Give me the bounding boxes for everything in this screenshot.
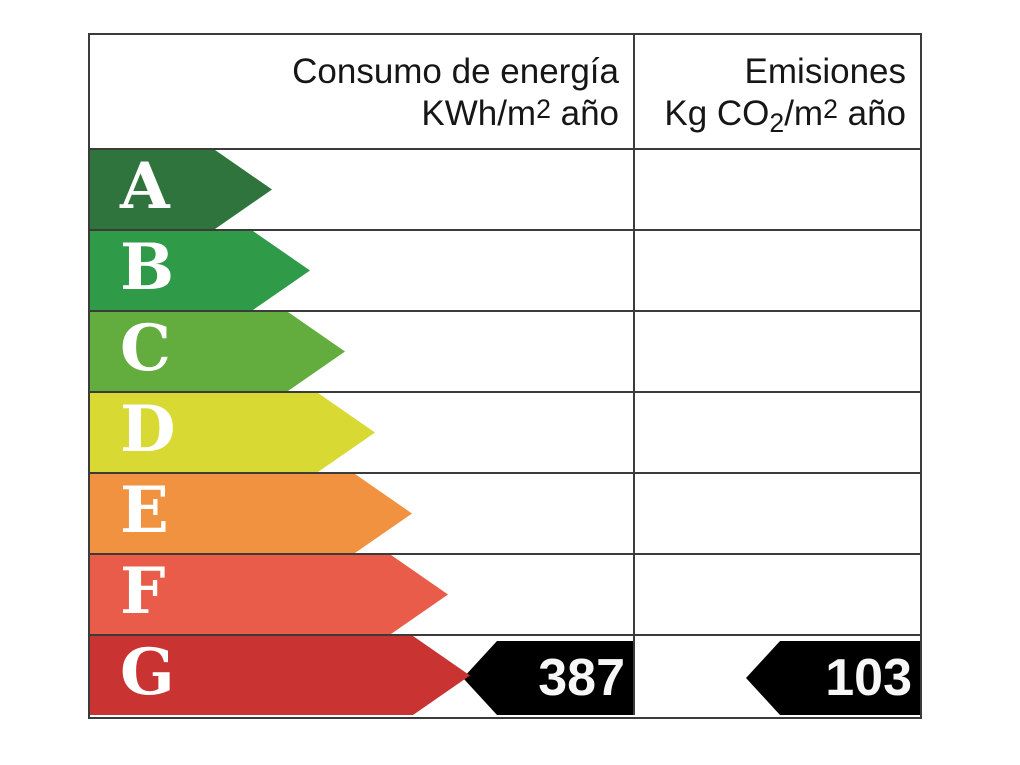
rating-row-C: C	[90, 312, 920, 393]
rating-letter-D: D	[120, 391, 176, 467]
rating-letter-F: F	[120, 553, 166, 629]
rating-row-F: F	[90, 555, 920, 636]
rating-arrow-A: A	[90, 150, 272, 229]
consumption-value-arrow: 387	[463, 641, 633, 715]
emissions-header-cell: Emisiones Kg CO2/m2 año	[635, 35, 920, 148]
rating-row-G: G 387 103	[90, 636, 920, 715]
emissions-title: Emisiones	[744, 52, 906, 91]
consumption-value: 387	[538, 649, 625, 707]
rating-arrow-C: C	[90, 312, 345, 391]
rating-row-E: E	[90, 474, 920, 555]
rating-arrow-E: E	[90, 474, 412, 553]
rating-arrow-F: F	[90, 555, 448, 634]
rating-letter-G: G	[120, 634, 175, 710]
rating-row-A: A	[90, 150, 920, 231]
rating-arrow-B: B	[90, 231, 310, 310]
header-row: Consumo de energía KWh/m2 año Emisiones …	[90, 35, 920, 150]
rating-letter-B: B	[120, 229, 175, 305]
energy-rating-table: Consumo de energía KWh/m2 año Emisiones …	[88, 33, 922, 719]
rating-row-B: B	[90, 231, 920, 312]
rating-letter-C: C	[120, 310, 171, 386]
rating-letter-A: A	[120, 148, 170, 224]
rating-arrow-D: D	[90, 393, 375, 472]
consumption-title: Consumo de energía	[292, 52, 619, 91]
rating-letter-E: E	[120, 472, 169, 548]
emissions-value-arrow: 103	[746, 641, 920, 715]
consumption-unit: KWh/m2 año	[421, 94, 619, 133]
rating-row-D: D	[90, 393, 920, 474]
emissions-unit: Kg CO2/m2 año	[664, 94, 906, 138]
emissions-value: 103	[825, 649, 912, 707]
rating-arrow-G: G	[90, 636, 470, 715]
consumption-header-cell: Consumo de energía KWh/m2 año	[90, 35, 635, 148]
